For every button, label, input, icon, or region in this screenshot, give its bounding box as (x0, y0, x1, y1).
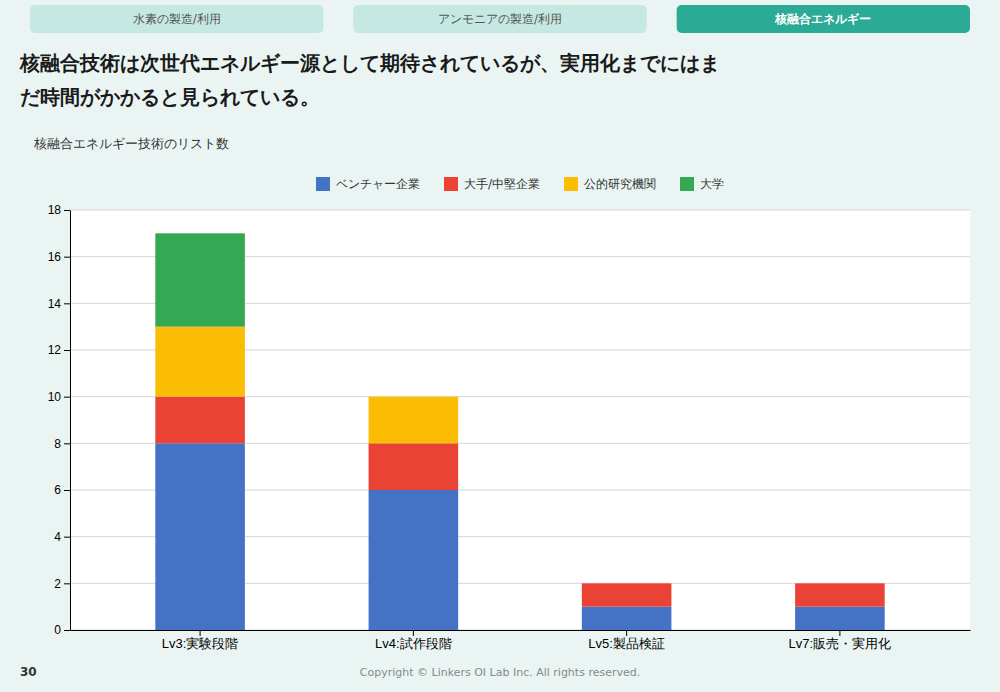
bar-segment (369, 396, 459, 397)
bar-segment (795, 583, 885, 584)
legend-label: ベンチャー企業 (336, 177, 420, 191)
x-axis: Lv3:実験段階 Lv4:試作段階 Lv5:製品検証 Lv7:販売・実用化 (71, 630, 971, 651)
tab-bar: 水素の製造/利用 アンモニアの製造/利用 核融合エネルギー (30, 5, 970, 33)
tab[interactable] (353, 5, 646, 33)
legend-swatch (564, 177, 578, 191)
tick-label: 6 (54, 483, 61, 497)
plot: 024681012141618Lv3:実験段階Lv4:試作段階Lv5:製品検証L… (48, 203, 971, 651)
tick-label: Lv4:試作段階 (375, 636, 452, 651)
tick: 12 (48, 343, 70, 357)
tab[interactable] (30, 5, 323, 33)
tick: Lv4:試作段階 (375, 630, 452, 651)
tick-mark (64, 537, 70, 538)
axis-line (71, 630, 971, 631)
bar-segment (795, 583, 885, 584)
tick-label: 12 (48, 343, 62, 357)
tick-label: 0 (54, 623, 61, 637)
tick-mark (64, 490, 70, 491)
tick: 10 (48, 390, 70, 404)
bar-segment (369, 397, 459, 444)
footer: Copyright © Linkers OI Lab Inc. All righ… (360, 666, 640, 679)
bar-segment (582, 583, 672, 584)
tick-mark (64, 397, 70, 398)
legend-item: 大学 (680, 177, 724, 191)
legend-swatch (680, 177, 694, 191)
tick-label: 4 (54, 530, 61, 544)
tick: 14 (48, 297, 70, 311)
bar-segment (582, 583, 672, 584)
legend-label: 大手/中堅企業 (464, 177, 540, 191)
tick-mark (64, 257, 70, 258)
title: だ時間がかかると見られている。 (20, 85, 320, 109)
tick-label: 8 (54, 437, 61, 451)
bar-segment (795, 607, 885, 630)
tick-label: 18 (48, 203, 62, 217)
tick: 2 (54, 577, 70, 591)
plot-background (70, 210, 970, 630)
tick-mark (64, 210, 70, 211)
bar-segment (582, 607, 672, 630)
tick-label: 14 (48, 297, 62, 311)
bars (155, 233, 884, 630)
tick: 8 (54, 437, 70, 451)
bar-segment (155, 327, 245, 397)
tick-label: 2 (54, 577, 61, 591)
legend-swatch (316, 177, 330, 191)
legend-item: ベンチャー企業 (316, 177, 420, 191)
tab-label[interactable]: アンモニアの製造/利用 (438, 12, 562, 26)
background (0, 0, 1000, 692)
tick: 16 (48, 250, 70, 264)
tick-mark (64, 630, 70, 631)
tick-mark (839, 630, 840, 636)
bar-segment (369, 490, 459, 630)
tick-mark (64, 303, 70, 304)
tick: 18 (48, 203, 70, 217)
tab-label[interactable]: 核融合エネルギー (774, 12, 871, 26)
page: 水素の製造/利用 アンモニアの製造/利用 核融合エネルギー核融合技術は次世代エネルギ… (0, 0, 1000, 692)
tick: 4 (54, 530, 70, 544)
bar-segment (369, 443, 459, 490)
bar-segment (582, 583, 672, 606)
grid-line (70, 210, 970, 211)
tab[interactable] (677, 5, 970, 33)
series (155, 397, 884, 607)
axis-line (70, 211, 71, 631)
tick-label: Lv3:実験段階 (162, 636, 239, 651)
bar-segment (795, 583, 885, 606)
tick: Lv3:実験段階 (162, 630, 239, 651)
bar-segment (155, 233, 245, 326)
y-axis: 0 2 4 6 8 10 12 14 16 18 (48, 203, 71, 637)
tick-label: 16 (48, 250, 62, 264)
series (155, 443, 884, 630)
tick-mark (200, 630, 201, 636)
subtitle: 核融合エネルギー技術のリスト数 (33, 136, 229, 151)
legend-label: 大学 (700, 177, 724, 191)
grid (70, 210, 970, 630)
tick-label: Lv7:販売・実用化 (789, 636, 892, 651)
tick: Lv7:販売・実用化 (789, 630, 892, 651)
legend-item: 公的研究機関 (564, 177, 656, 191)
tab-label[interactable]: 水素の製造/利用 (133, 12, 221, 26)
tick-label: 10 (48, 390, 62, 404)
bar-segment (155, 443, 245, 630)
tick-mark (64, 443, 70, 444)
legend-label: 公的研究機関 (584, 177, 656, 191)
tick-label: Lv5:製品検証 (588, 636, 665, 651)
tick-mark (64, 350, 70, 351)
bar-segment (155, 397, 245, 444)
tick: 0 (54, 623, 70, 637)
series (155, 327, 458, 444)
legend: ベンチャー企業 大手/中堅企業 公的研究機関 大学 (316, 177, 724, 191)
series (155, 233, 245, 326)
legend-item: 大手/中堅企業 (444, 177, 540, 191)
title: 核融合技術は次世代エネルギー源として期待されているが、実用化までにはま (19, 51, 720, 75)
tick-mark (64, 583, 70, 584)
page-number: 30 (20, 665, 37, 679)
tick-mark (626, 630, 627, 636)
legend-swatch (444, 177, 458, 191)
tick: 6 (54, 483, 70, 497)
tick: Lv5:製品検証 (588, 630, 665, 651)
tick-mark (413, 630, 414, 636)
